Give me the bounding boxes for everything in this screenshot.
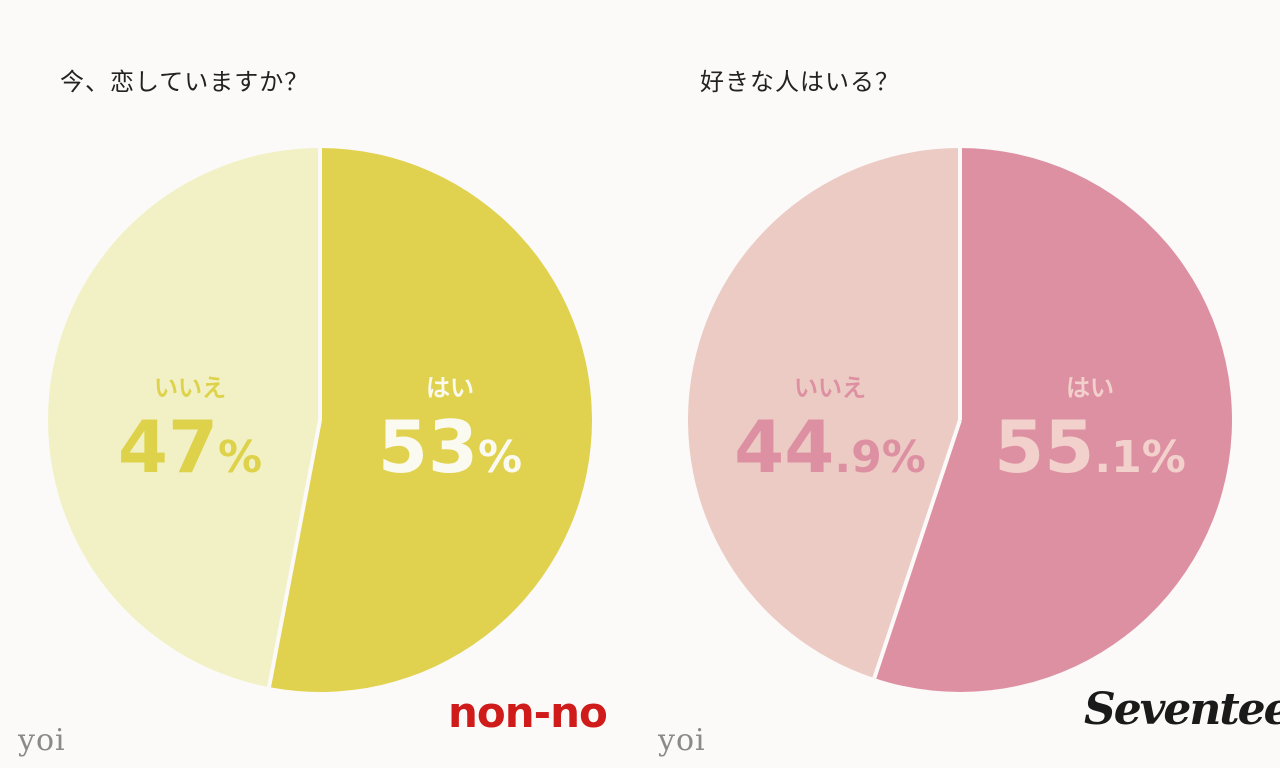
slice-value-label: 44.9% <box>734 405 926 489</box>
slice-category-label: いいえ <box>154 374 226 402</box>
slice-category-label: はい <box>1066 374 1114 402</box>
pie-slice-no <box>688 148 960 679</box>
chart-title: 好きな人はいる？ <box>700 68 900 96</box>
slice-value-label: 53% <box>378 405 522 489</box>
pie-slice-yes <box>269 148 593 692</box>
yoi-watermark: yoi <box>18 723 66 758</box>
slice-value-label: 47% <box>118 405 262 489</box>
pie-slice-no <box>48 148 320 688</box>
slice-category-label: いいえ <box>794 374 866 402</box>
chart-title: 今、恋していますか？ <box>60 68 310 96</box>
pie-chart: はい 55.1% いいえ 44.9% <box>688 148 1232 692</box>
seventeen-logo: Seventeen <box>1084 684 1280 735</box>
pie-slice-yes <box>874 148 1232 692</box>
pie-chart: はい 53% いいえ 47% <box>48 148 593 692</box>
slice-value-label: 55.1% <box>994 405 1186 489</box>
yoi-watermark: yoi <box>658 723 706 758</box>
nonno-logo: non-no <box>448 688 608 737</box>
chart-panel-love: 今、恋していますか？ はい 53% いいえ 47% yoi non-no <box>18 68 608 758</box>
slice-separator <box>267 419 322 688</box>
chart-panel-crush: 好きな人はいる？ はい 55.1% いいえ 44.9% yoi Seventeen <box>640 0 1280 768</box>
slice-separator <box>872 419 962 679</box>
slice-category-label: はい <box>426 374 474 402</box>
